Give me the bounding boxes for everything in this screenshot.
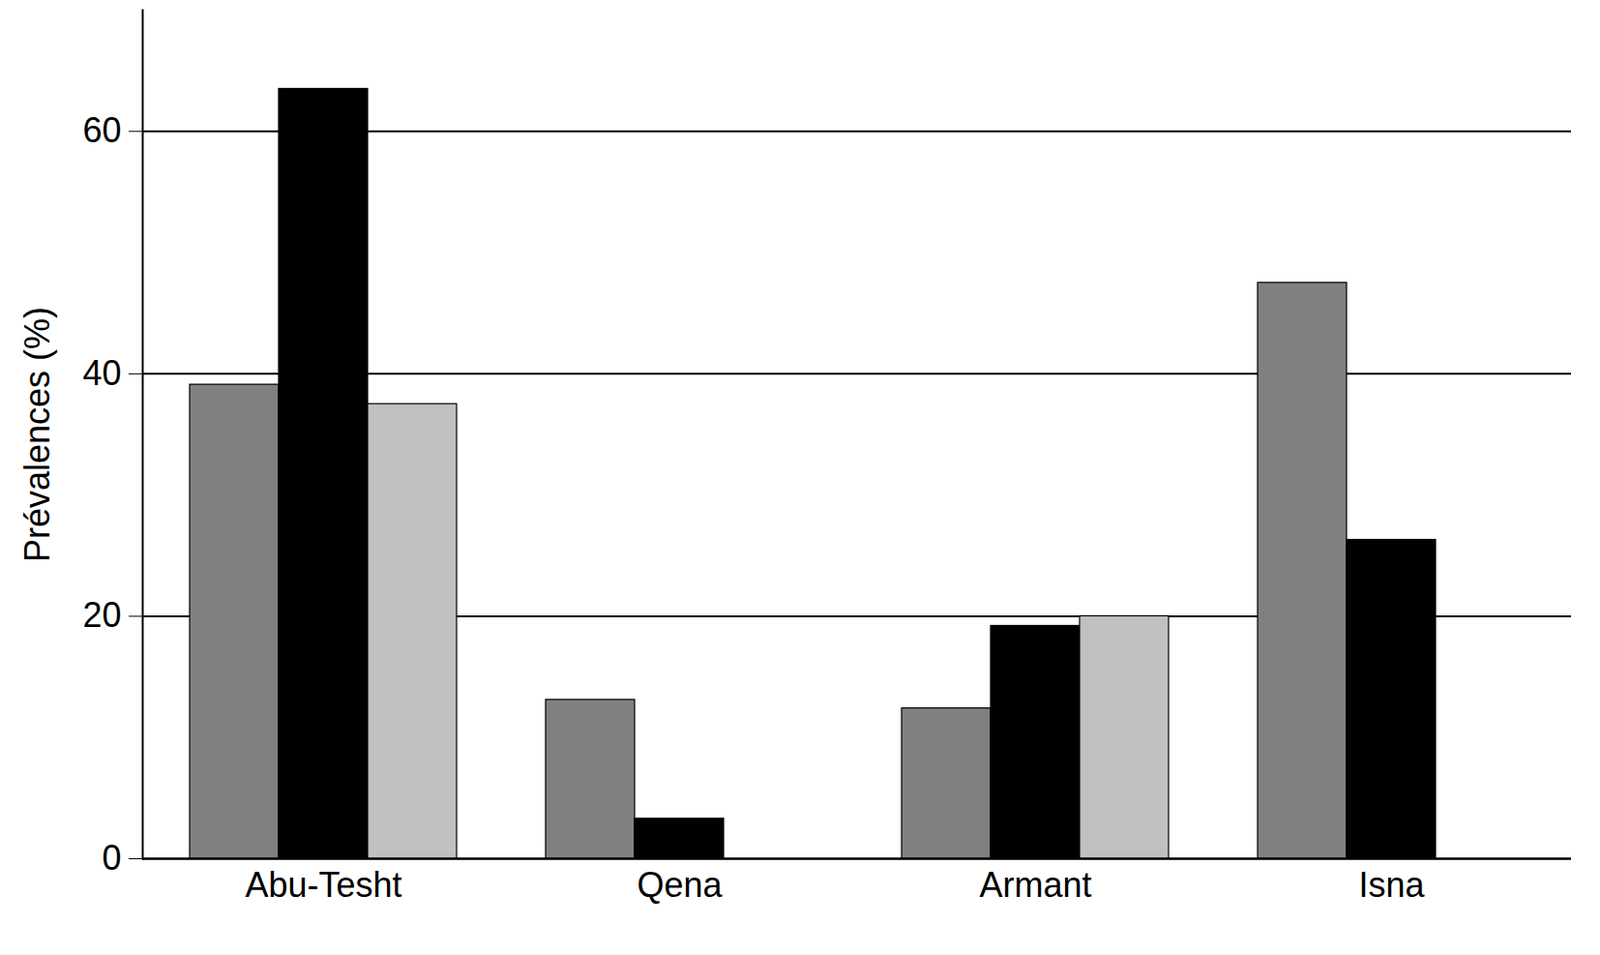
svg-text:Armant: Armant <box>978 864 1092 905</box>
svg-text:20: 20 <box>82 594 121 635</box>
svg-text:Abu-Tesht: Abu-Tesht <box>244 864 402 905</box>
svg-text:Prévalences (%): Prévalences (%) <box>17 306 58 563</box>
svg-text:Isna: Isna <box>1358 864 1425 905</box>
svg-text:40: 40 <box>82 353 121 393</box>
svg-text:0: 0 <box>101 837 121 878</box>
svg-text:Qena: Qena <box>636 864 723 905</box>
svg-text:60: 60 <box>82 110 121 150</box>
